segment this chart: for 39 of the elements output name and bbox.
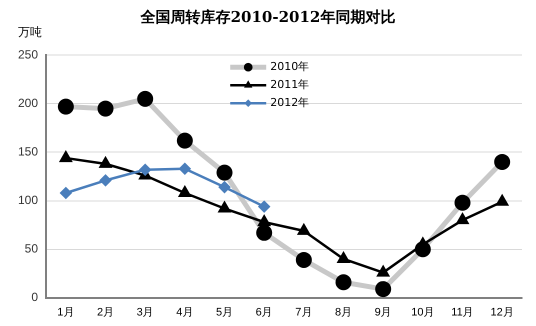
x-tick-label: 6月: [256, 306, 273, 318]
x-tick-label: 4月: [176, 306, 194, 318]
y-tick-label: 200: [18, 96, 38, 110]
x-tick-label: 5月: [216, 306, 234, 318]
point: [496, 194, 508, 206]
x-tick-label: 1月: [57, 306, 74, 318]
x-tick-label: 12月: [490, 306, 514, 318]
x-tick-label: 8月: [334, 306, 352, 318]
x-tick-label: 10月: [411, 306, 434, 318]
point: [139, 164, 151, 176]
x-tick-label: 9月: [374, 306, 392, 318]
point: [60, 187, 72, 199]
point: [60, 151, 72, 162]
y-tick-label: 250: [18, 48, 38, 62]
y-axis-title: 万吨: [18, 24, 42, 41]
point: [456, 213, 469, 224]
y-tick-label: 50: [24, 242, 38, 256]
legend-label: 2012年: [270, 96, 310, 110]
point: [377, 266, 390, 277]
point: [100, 157, 112, 168]
point: [337, 252, 350, 263]
point: [218, 181, 230, 193]
x-tick-label: 11月: [451, 306, 474, 318]
point: [258, 200, 270, 212]
y-tick-label: 100: [18, 193, 38, 208]
x-tick-label: 3月: [136, 306, 154, 318]
chart-title: 全国周转库存2010-2012年同期对比: [140, 8, 396, 26]
point: [298, 224, 310, 235]
y-tick-label: 0: [31, 290, 38, 304]
x-tick-label: 7月: [295, 306, 312, 318]
point: [100, 174, 112, 186]
legend-label: 2011年: [270, 78, 310, 92]
legend-label: 2010年: [270, 60, 310, 74]
point: [178, 186, 191, 197]
x-tick-label: 2月: [96, 306, 114, 318]
point: [218, 202, 231, 213]
y-tick-label: 150: [18, 144, 38, 159]
point: [179, 162, 191, 174]
point: [258, 215, 270, 226]
